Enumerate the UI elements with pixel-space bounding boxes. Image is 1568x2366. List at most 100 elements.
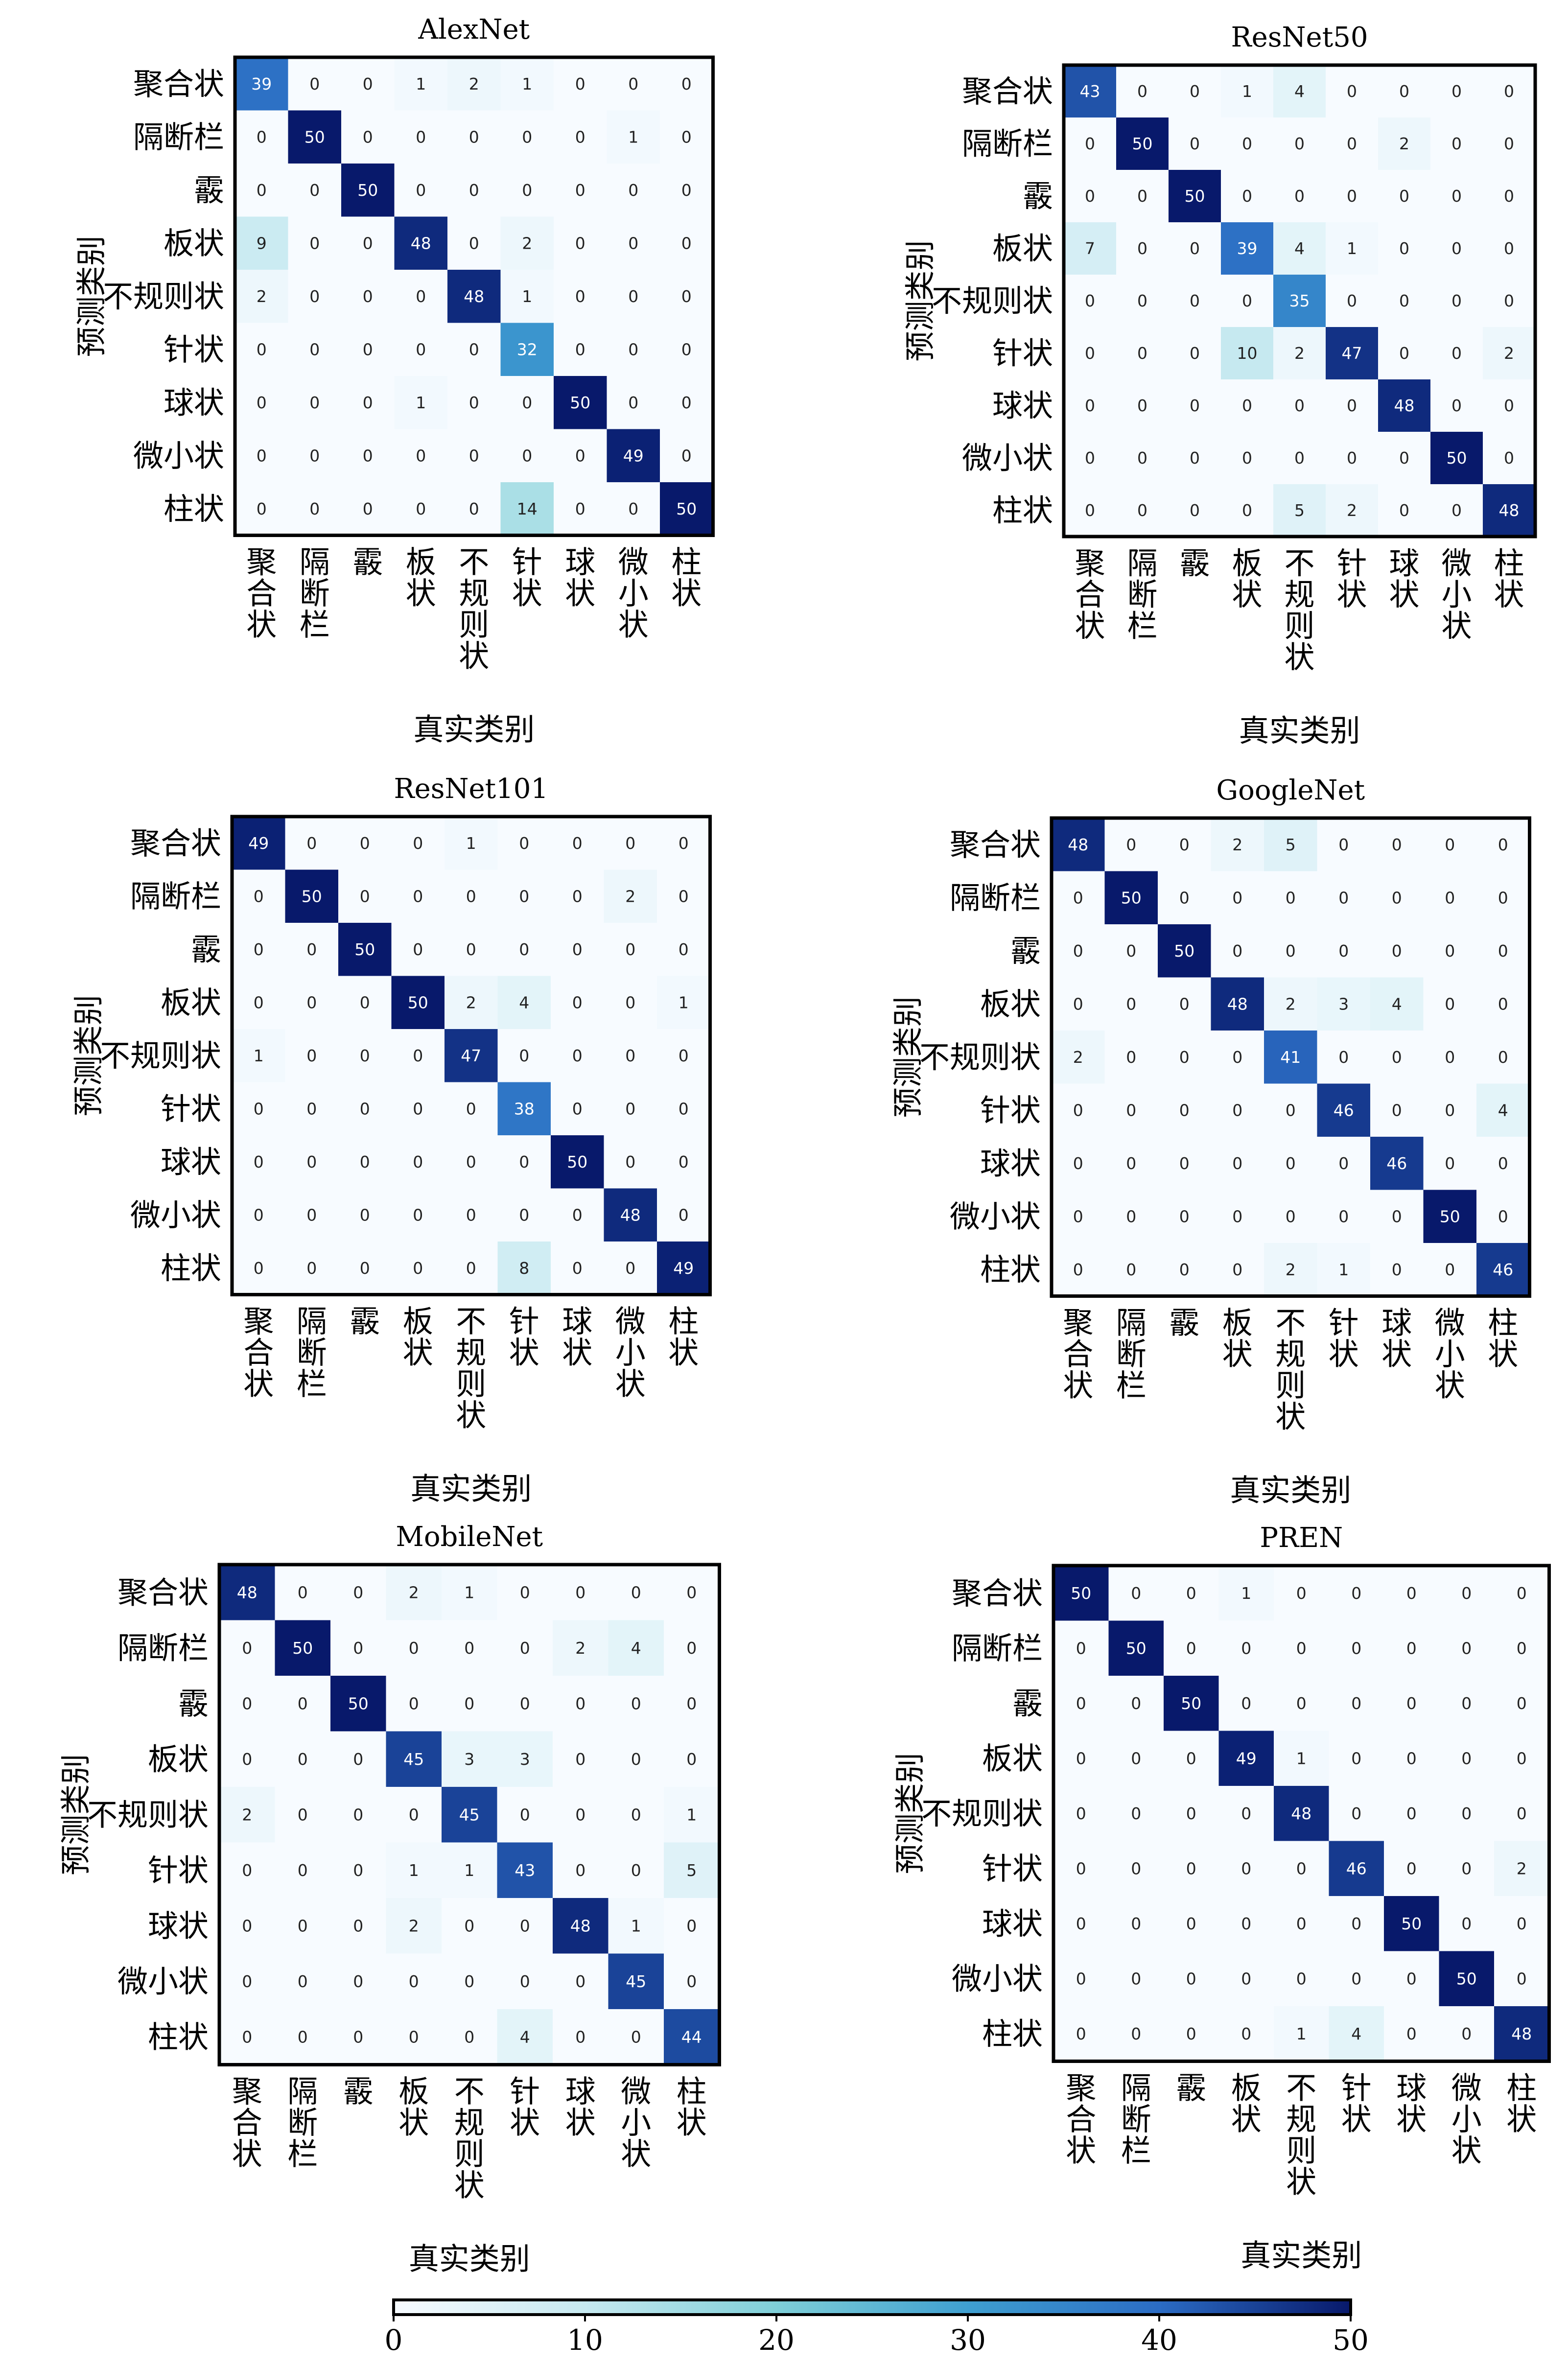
matrix-cell [232,1082,285,1136]
cell-value-label: 0 [575,1583,585,1602]
matrix-cell [553,1676,608,1732]
matrix-cell [1317,1190,1371,1243]
matrix-cell [664,1731,720,1787]
matrix-cell [1169,222,1221,275]
y-tick-label: 板状 [148,1741,209,1777]
cell-value-label: 0 [1392,941,1402,960]
chart-title: AlexNet [418,14,530,46]
matrix-cell [1317,1031,1371,1084]
cell-value-label: 0 [1241,1804,1251,1823]
matrix-cell [1329,1786,1384,1841]
matrix-cell [500,57,554,111]
matrix-cell [1384,1841,1439,1897]
cell-value-label: 48 [1227,994,1248,1013]
cell-value-label: 0 [1461,1584,1472,1603]
cell-value-label: 0 [625,1046,635,1065]
cell-value-label: 0 [416,287,426,306]
matrix-cell [1494,1786,1549,1841]
y-tick-label: 柱状 [982,2016,1043,2052]
cell-value-label: 3 [464,1750,474,1769]
matrix-frame [233,55,715,537]
cell-value-label: 0 [1286,1101,1296,1120]
y-axis-label: 预测类别 [892,1753,928,1874]
cell-value-label: 0 [1190,82,1200,101]
matrix-cell [1064,379,1117,432]
cell-value-label: 50 [408,993,428,1012]
cell-value-label: 0 [1186,1584,1196,1603]
cell-value-label: 50 [357,181,378,200]
matrix-cell [1218,1841,1274,1897]
cell-value-label: 0 [1137,239,1147,258]
matrix-cell [604,1188,657,1242]
cell-value-label: 43 [515,1861,535,1880]
matrix-cell [1052,1190,1105,1243]
cell-value-label: 0 [1126,1101,1136,1120]
cell-value-label: 0 [628,287,638,306]
cell-value-label: 0 [1242,187,1252,206]
y-tick-label: 球状 [992,388,1053,423]
cell-value-label: 0 [409,1972,419,1991]
x-axis-label: 真实类别 [413,712,535,748]
matrix-cell [1158,1083,1211,1137]
cell-value-label: 0 [1445,1101,1455,1120]
cell-value-label: 0 [1137,187,1147,206]
matrix-cell [1274,1731,1329,1786]
matrix-cell [1494,1896,1549,1951]
cell-value-label: 3 [520,1750,530,1769]
cell-value-label: 0 [1131,1584,1141,1603]
matrix-cell [394,429,448,483]
matrix-cell [1108,1566,1164,1621]
cell-value-label: 0 [1286,888,1296,907]
matrix-cell [442,2009,497,2065]
cell-value-label: 50 [1447,448,1467,468]
cell-value-label: 0 [416,127,426,146]
matrix-cell [1274,1951,1329,2007]
matrix-cell [288,216,342,270]
cell-value-label: 0 [306,1259,317,1278]
cell-value-label: 0 [1504,187,1514,206]
matrix-cell [1378,222,1431,275]
cell-value-label: 0 [306,993,317,1012]
matrix-cell [553,1731,608,1787]
chart-title: ResNet101 [394,773,548,805]
cell-value-label: 1 [416,393,426,412]
cell-value-label: 48 [1499,501,1520,520]
matrix-cell [1274,1896,1329,1951]
matrix-cell [497,1135,551,1189]
cell-value-label: 50 [676,499,697,518]
cell-value-label: 1 [1241,1584,1251,1603]
y-tick-label: 隔断栏 [952,1630,1043,1666]
matrix-cell [1384,1896,1439,1951]
cell-value-label: 0 [1137,82,1147,101]
cell-value-label: 0 [1186,1969,1196,1988]
matrix-cell [288,110,342,164]
matrix-cell [391,976,445,1030]
cell-value-label: 0 [1406,1749,1417,1768]
matrix-cell [1104,818,1158,871]
matrix-cell [1218,1951,1274,2007]
cell-value-label: 0 [1451,134,1462,153]
matrix-cell [1430,379,1483,432]
matrix-cell [1053,1951,1109,2007]
matrix-cell [1476,977,1530,1031]
matrix-cell [1053,1620,1109,1676]
y-tick-label: 霰 [191,932,221,967]
chart-title: MobileNet [396,1521,543,1553]
matrix-cell [288,164,342,217]
matrix-cell [1108,1731,1164,1786]
matrix-cell [394,323,448,376]
matrix-cell [386,1787,442,1843]
cell-value-label: 0 [575,1861,585,1880]
matrix-cell [497,1676,553,1732]
y-tick-label: 微小状 [130,1197,221,1233]
cell-value-label: 0 [519,834,529,853]
cell-value-label: 0 [1242,448,1252,468]
matrix-cell [394,57,448,111]
matrix-cell [1370,818,1424,871]
matrix-cell [1052,1031,1105,1084]
matrix-cell [1218,1731,1274,1786]
cell-value-label: 0 [466,1259,476,1278]
matrix-cell [1329,1566,1384,1621]
matrix-cell [1317,1083,1371,1137]
matrix-cell [275,1676,331,1732]
